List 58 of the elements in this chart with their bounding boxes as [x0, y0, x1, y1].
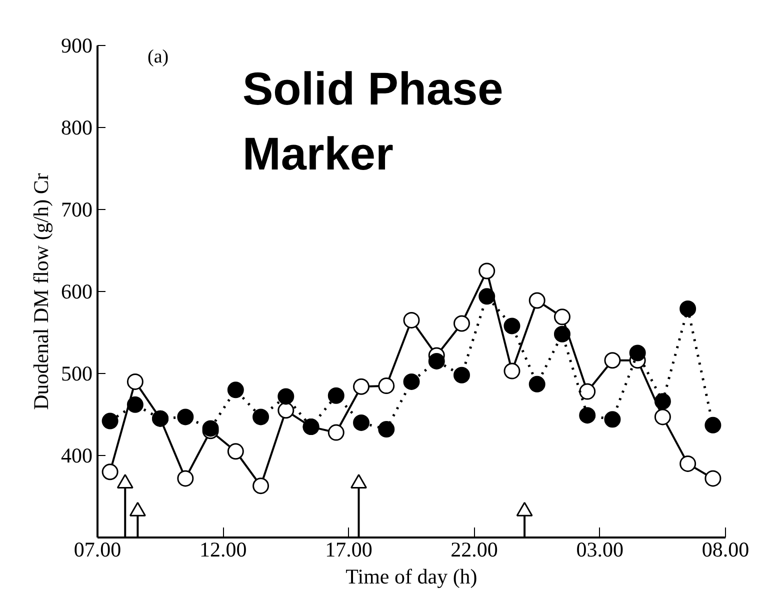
point — [102, 464, 118, 480]
y-tick-label: 900 — [61, 34, 92, 58]
point — [554, 326, 570, 342]
point — [278, 388, 294, 405]
point — [504, 318, 520, 334]
point — [328, 424, 344, 441]
point — [177, 408, 194, 426]
y-tick-label: 400 — [61, 444, 92, 468]
y-tick-label: 600 — [61, 280, 92, 304]
x-tick-label: 22.00 — [450, 538, 498, 562]
y-tick-label: 500 — [61, 362, 92, 386]
point — [227, 443, 244, 460]
point — [428, 352, 445, 370]
point — [554, 308, 570, 326]
point — [604, 411, 621, 428]
point — [403, 373, 420, 390]
point — [328, 387, 344, 404]
x-tick-label: 03.00 — [576, 538, 624, 562]
point — [278, 402, 294, 419]
annotation: (a) — [148, 46, 169, 68]
point — [378, 378, 395, 394]
point — [478, 262, 496, 280]
point — [654, 393, 671, 410]
y-tick-label: 700 — [61, 198, 92, 222]
point — [353, 414, 370, 431]
point — [378, 421, 395, 438]
point — [604, 352, 621, 369]
point — [403, 312, 420, 328]
x-tick-label: 12.00 — [199, 538, 247, 562]
point — [177, 470, 194, 487]
point — [126, 373, 144, 390]
point — [252, 408, 270, 426]
point — [680, 300, 696, 317]
point — [453, 315, 470, 332]
y-axis-title: Duodenal DM flow (g/h) Cr — [29, 173, 53, 410]
point — [528, 376, 546, 392]
point — [654, 408, 671, 426]
point — [102, 412, 118, 430]
point — [353, 378, 370, 395]
x-tick-label: 17.00 — [325, 538, 372, 562]
x-axis-title: Time of day (h) — [346, 564, 478, 588]
point — [126, 396, 144, 413]
point — [704, 416, 722, 434]
point — [478, 288, 496, 305]
point — [579, 407, 596, 424]
point — [504, 362, 520, 380]
point — [453, 366, 470, 384]
y-tick-label: 800 — [61, 116, 92, 140]
point — [704, 470, 722, 487]
point — [629, 344, 646, 362]
text: Solid Phase Marker — [242, 62, 504, 180]
point — [227, 382, 244, 398]
point — [680, 455, 696, 472]
point — [252, 478, 270, 494]
x-tick-label: 07.00 — [74, 538, 122, 562]
point — [579, 383, 596, 400]
point — [528, 292, 546, 309]
x-tick-label: 08.00 — [702, 538, 750, 562]
